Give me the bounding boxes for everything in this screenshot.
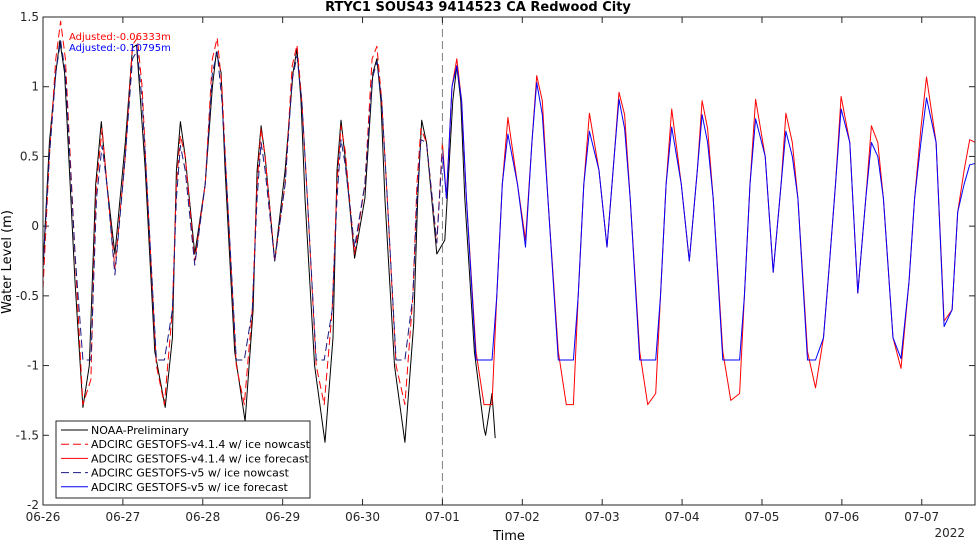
x-axis-label: Time xyxy=(492,529,525,541)
y-tick-label: -0.5 xyxy=(16,289,39,303)
x-tick-label: 06-26 xyxy=(26,510,61,524)
x-tick-label: 07-05 xyxy=(745,510,780,524)
legend-box xyxy=(55,420,311,499)
x-tick-label: 06-29 xyxy=(265,510,300,524)
y-tick-label: -1 xyxy=(27,359,39,373)
x-tick-label: 07-06 xyxy=(824,510,859,524)
x-tick-label: 07-07 xyxy=(904,510,939,524)
series-line-5 xyxy=(441,65,975,361)
legend-label-5: ADCIRC GESTOFS-v5 w/ ice forecast xyxy=(91,481,289,494)
legend-label-2: ADCIRC GESTOFS-v4.1.4 w/ ice nowcast xyxy=(91,438,311,451)
x-year-label: 2022 xyxy=(934,526,965,540)
x-tick-label: 07-01 xyxy=(425,510,460,524)
series-group xyxy=(43,20,975,443)
legend-label-1: NOAA-Preliminary xyxy=(91,424,189,437)
y-tick-label: -1.5 xyxy=(16,428,39,442)
y-tick-label: 1 xyxy=(31,80,39,94)
y-tick-label: -2 xyxy=(27,498,39,512)
legend-label-3: ADCIRC GESTOFS-v4.1.4 w/ ice forecast xyxy=(91,452,310,465)
x-tick-label: 07-02 xyxy=(505,510,540,524)
series-line-4 xyxy=(43,40,443,361)
y-tick-label: 0 xyxy=(31,219,39,233)
axes-frame xyxy=(42,16,976,506)
adjustment-annotation-2: Adjusted:-0.10795m xyxy=(69,43,171,54)
series-line-2 xyxy=(43,20,443,406)
legend-label-4: ADCIRC GESTOFS-v5 w/ ice nowcast xyxy=(91,467,290,480)
adjustment-annotation-1: Adjusted:-0.06333m xyxy=(69,32,171,43)
x-tick-label: 07-03 xyxy=(585,510,620,524)
y-tick-label: 1.5 xyxy=(20,10,39,24)
plot-area xyxy=(43,17,975,505)
x-tick-label: 06-30 xyxy=(345,510,380,524)
axes: -2 -1.5 -1 -0.5 0 0.5 1 1.5 06-26 06-27 06-28 06-29… xyxy=(16,10,976,540)
x-tick-label: 06-28 xyxy=(185,510,220,524)
x-tick-label: 06-27 xyxy=(105,510,140,524)
chart-title: RTYC1 SOUS43 9414523 CA Redwood City xyxy=(325,0,631,15)
y-tick-label: 0.5 xyxy=(20,149,39,163)
x-tick-label: 07-04 xyxy=(665,510,700,524)
y-axis-label: Water Level (m) xyxy=(0,210,15,314)
